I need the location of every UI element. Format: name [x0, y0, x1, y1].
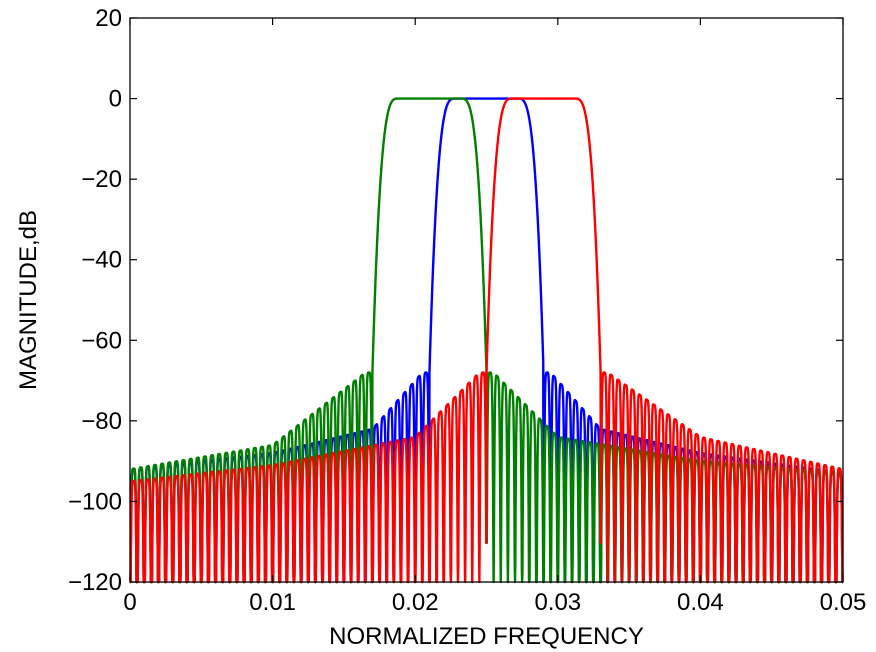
y-axis-label: MAGNITUDE,dB	[15, 210, 42, 390]
x-tick-label-0: 0	[123, 589, 136, 616]
x-tick-label-5: 0.05	[820, 589, 867, 616]
x-tick-label-2: 0.02	[392, 589, 439, 616]
y-tick-label-4: −40	[81, 247, 122, 274]
y-tick-label-1: −100	[68, 488, 122, 515]
series-layer	[129, 97, 844, 584]
y-tick-label-0: −120	[68, 569, 122, 596]
plot-frame	[129, 17, 844, 583]
y-tick-label-7: 20	[95, 5, 122, 32]
x-tick-label-1: 0.01	[249, 589, 296, 616]
y-tick-label-2: −80	[81, 408, 122, 435]
series-line-2	[129, 97, 844, 584]
x-axis-label: NORMALIZED FREQUENCY	[329, 623, 644, 650]
y-tick-label-3: −60	[81, 327, 122, 354]
tick-layer: 0 0.01 0.02 0.03 0.04 0.05 −120 −100 −80 −60 −40 −2…	[68, 5, 866, 616]
y-tick-label-6: 0	[109, 86, 122, 113]
x-tick-label-4: 0.04	[677, 589, 724, 616]
x-tick-label-3: 0.03	[534, 589, 581, 616]
y-tick-label-5: −20	[81, 166, 122, 193]
